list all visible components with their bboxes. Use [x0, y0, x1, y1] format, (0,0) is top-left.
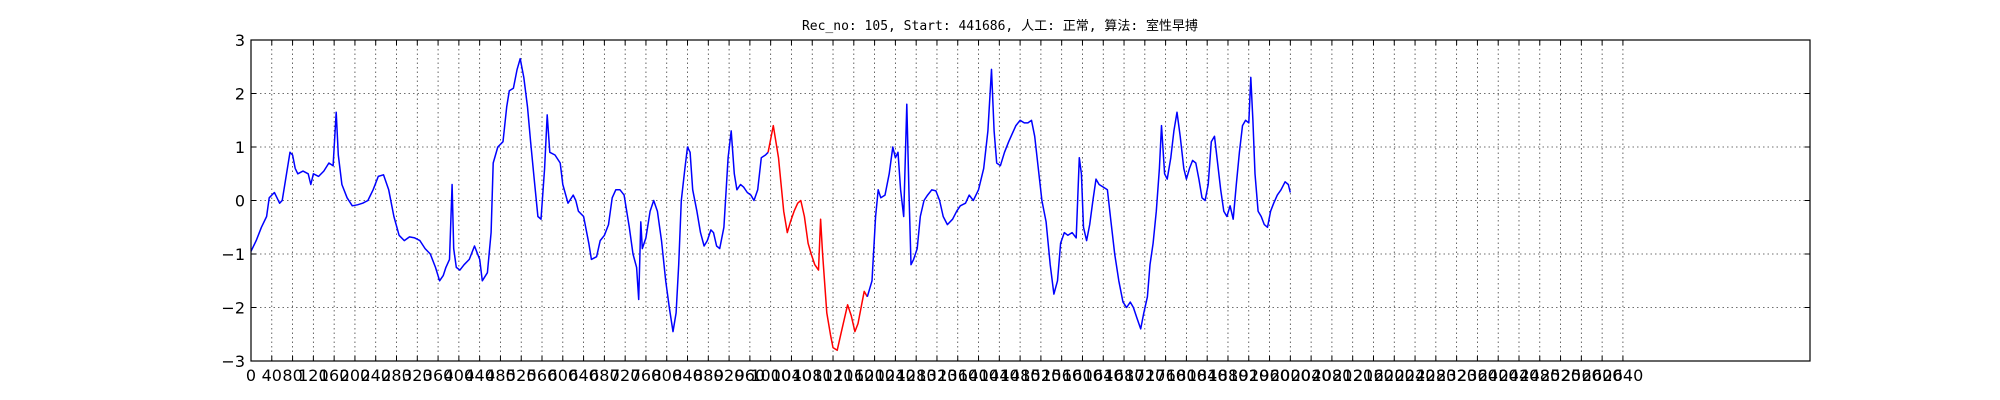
- x-tick-label: 400: [444, 366, 475, 385]
- y-tick-label: 2: [235, 85, 245, 104]
- x-tick-label: 1720: [1124, 366, 1165, 385]
- grid: [250, 39, 1810, 362]
- x-tick-label: 2560: [1561, 366, 1602, 385]
- x-tick-label: 1840: [1187, 366, 1228, 385]
- x-tick-label: 2240: [1395, 366, 1436, 385]
- x-tick-label: 760: [631, 366, 662, 385]
- x-tick-label: 240: [360, 366, 391, 385]
- x-tick-label: 80: [282, 366, 302, 385]
- x-tick-label: 960: [735, 366, 766, 385]
- x-tick-label: 1760: [1145, 366, 1186, 385]
- x-tick-label: 1880: [1208, 366, 1249, 385]
- x-tick-label: 2000: [1270, 366, 1311, 385]
- y-tick-label: −1: [221, 245, 245, 264]
- x-tick-label: 2360: [1457, 366, 1498, 385]
- x-tick-label: 560: [527, 366, 558, 385]
- x-tick-label: 2120: [1332, 366, 1373, 385]
- x-tick-label: 1400: [958, 366, 999, 385]
- x-tick-label: 2400: [1478, 366, 1519, 385]
- x-tick-label: 2440: [1499, 366, 1540, 385]
- x-tick-label: 800: [651, 366, 682, 385]
- x-tick-label: 920: [714, 366, 745, 385]
- x-tick-label: 1280: [896, 366, 937, 385]
- x-tick-label: 720: [610, 366, 641, 385]
- x-tick-label: 1160: [833, 366, 874, 385]
- x-tick-label: 1600: [1062, 366, 1103, 385]
- x-tick-label: 40: [262, 366, 282, 385]
- x-tick-label: 2480: [1519, 366, 1560, 385]
- x-tick-label: 1120: [813, 366, 854, 385]
- x-tick-label: 1520: [1021, 366, 1062, 385]
- x-tick-label: 320: [402, 366, 433, 385]
- x-tick-label: 440: [464, 366, 495, 385]
- x-tick-label: 1000: [750, 366, 791, 385]
- x-tick-label: 840: [672, 366, 703, 385]
- x-tick-label: 2520: [1540, 366, 1581, 385]
- x-tick-label: 1560: [1041, 366, 1082, 385]
- x-tick-label: 280: [381, 366, 412, 385]
- x-tick-label: 880: [693, 366, 724, 385]
- x-tick-label: 640: [568, 366, 599, 385]
- x-tick-label: 1440: [979, 366, 1020, 385]
- x-tick-label: 360: [423, 366, 454, 385]
- x-tick-label: 2160: [1353, 366, 1394, 385]
- series-layer: [250, 57, 1292, 352]
- series-line-0: [250, 57, 769, 333]
- x-tick-label: 160: [319, 366, 350, 385]
- x-tick-label: 680: [589, 366, 620, 385]
- x-tick-label: 2280: [1415, 366, 1456, 385]
- x-tick-label: 1320: [917, 366, 958, 385]
- x-tick-label: 1800: [1166, 366, 1207, 385]
- x-tick-label: 120: [298, 366, 329, 385]
- x-tick-label: 1680: [1104, 366, 1145, 385]
- chart-title: Rec_no: 105, Start: 441686, 人工: 正常, 算法: …: [802, 18, 1198, 34]
- x-tick-label: 1360: [937, 366, 978, 385]
- x-tick-label: 480: [485, 366, 516, 385]
- series-line-1: [767, 124, 868, 352]
- x-tick-labels: 0 40 8012016020024028032036040044048052056…: [246, 366, 1643, 385]
- x-tick-label: 2320: [1436, 366, 1477, 385]
- x-tick-label: 1240: [875, 366, 916, 385]
- x-tick-label: 2600: [1582, 366, 1623, 385]
- x-tick-label: 0: [246, 366, 256, 385]
- series-line-2: [866, 68, 1292, 330]
- y-tick-label: 0: [235, 192, 245, 211]
- x-tick-label: 2040: [1291, 366, 1332, 385]
- x-tick-label: 2200: [1374, 366, 1415, 385]
- x-tick-label: 200: [340, 366, 371, 385]
- x-tick-label: 600: [548, 366, 579, 385]
- y-tick-label: 3: [235, 31, 245, 50]
- x-tick-label: 1080: [792, 366, 833, 385]
- y-tick-label: 1: [235, 138, 245, 157]
- x-tick-label: 1040: [771, 366, 812, 385]
- ticks: [250, 39, 1810, 362]
- y-tick-label: −2: [221, 299, 245, 318]
- y-tick-label: −3: [221, 352, 245, 371]
- x-tick-label: 1480: [1000, 366, 1041, 385]
- x-tick-label: 2640: [1603, 366, 1644, 385]
- x-tick-label: 1640: [1083, 366, 1124, 385]
- x-tick-label: 1920: [1228, 366, 1269, 385]
- x-tick-label: 520: [506, 366, 537, 385]
- y-tick-labels: −3 −2 −1 0 1 2 3: [221, 31, 245, 371]
- x-tick-label: 1960: [1249, 366, 1290, 385]
- x-tick-label: 2080: [1312, 366, 1353, 385]
- x-tick-label: 1200: [854, 366, 895, 385]
